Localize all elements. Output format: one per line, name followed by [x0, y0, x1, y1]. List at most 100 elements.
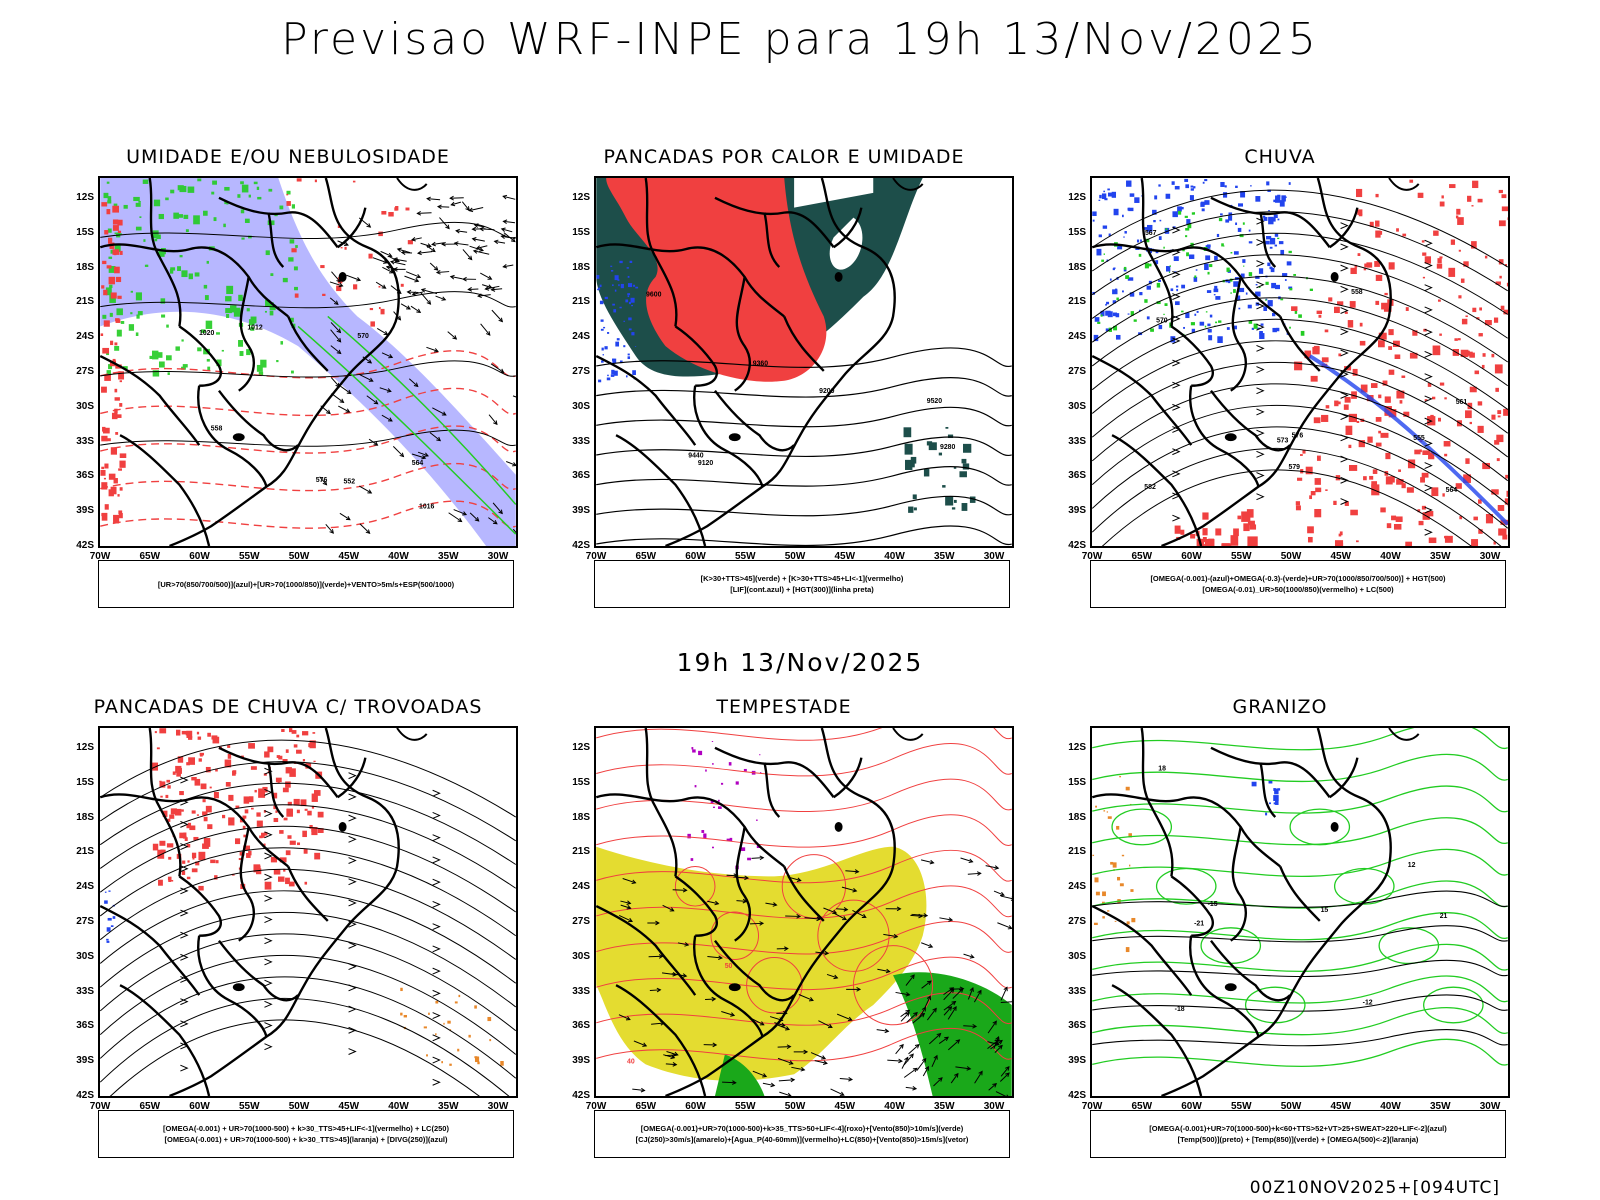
lat-tick-label: 33S	[76, 985, 94, 997]
lat-tick-label: 39S	[76, 1055, 94, 1067]
panel-title: PANCADAS POR CALOR E UMIDADE	[603, 146, 965, 168]
lat-tick-label: 30S	[1068, 950, 1086, 962]
contour-label: 50	[725, 963, 733, 970]
lon-tick-label: 30W	[487, 551, 509, 562]
lat-tick-label: 39S	[1068, 505, 1086, 517]
contour-label: 570	[1156, 318, 1168, 325]
contour-label: 558	[1351, 289, 1363, 296]
contour-label: 555	[1413, 435, 1425, 442]
lon-tick-label: 65W	[139, 1101, 161, 1112]
forecast-map[interactable]: 582 579 576 573 570 567 564 561 558 555	[1090, 176, 1510, 548]
lat-tick-label: 15S	[76, 226, 94, 238]
lat-tick-label: 27S	[76, 366, 94, 377]
lon-tick-label: 60W	[1181, 551, 1202, 562]
map-graphic: 9600 9520 9440 9360 9280 9200 9120	[596, 178, 1012, 546]
panel-pancadas-calor: PANCADAS POR CALOR E UMIDADE 9600 9520 944…	[534, 146, 1034, 626]
panel-legend: [K>30+TTS>45](verde) + [K>30+TTS>45+LI<-…	[594, 560, 1010, 608]
contour-label: 552	[344, 479, 356, 486]
contour-label: -21	[1194, 920, 1204, 927]
lon-tick-label: 35W	[437, 551, 459, 562]
lat-tick-label: 39S	[572, 505, 590, 517]
lat-tick-label: 24S	[572, 331, 590, 343]
contour-label: -18	[1175, 1006, 1185, 1013]
lon-tick-label: 55W	[238, 551, 260, 562]
lat-tick-label: 42S	[1068, 1090, 1086, 1101]
lat-tick-label: 27S	[572, 916, 590, 927]
forecast-map[interactable]: 1012 1016 1020 552 558 564 570 576	[98, 176, 518, 548]
forecast-map[interactable]: 9600 9520 9440 9360 9280 9200 9120	[594, 176, 1014, 548]
contour-label: 9120	[698, 460, 714, 467]
lon-tick-label: 50W	[1280, 551, 1302, 562]
legend-line: [OMEGA(-0.01)_UR>50(1000/850)(vermelho) …	[1202, 585, 1394, 594]
lon-tick-label: 40W	[388, 1101, 409, 1112]
legend-line: [Temp(500)](preto) + [Temp(850)](verde) …	[1177, 1135, 1419, 1144]
panel-legend: [OMEGA(-0.001) + UR>70(1000-500) + k>30_…	[98, 1110, 514, 1158]
legend-line: [OMEGA(-0.001)+UR>70(1000-500)+k<60+TTS>…	[1149, 1124, 1447, 1133]
forecast-map[interactable]	[98, 726, 518, 1098]
lon-tick-label: 30W	[1479, 551, 1501, 562]
panel-title: UMIDADE E/OU NEBULOSIDADE	[126, 146, 450, 168]
lat-tick-label: 12S	[572, 742, 590, 753]
lon-tick-label: 65W	[635, 551, 657, 562]
contour-label: 9600	[646, 291, 662, 298]
lon-tick-label: 55W	[1230, 551, 1252, 562]
lon-tick-label: 60W	[685, 551, 706, 562]
lat-tick-label: 27S	[1068, 916, 1086, 927]
forecast-map[interactable]: 40 50	[594, 726, 1014, 1098]
lon-tick-label: 45W	[834, 1101, 856, 1112]
lat-tick-label: 30S	[76, 400, 94, 412]
lat-tick-label: 42S	[76, 1090, 94, 1101]
contour-label: 9360	[753, 361, 769, 368]
panel-tempestade: TEMPESTADE 40 50 [OMEGA(-0.001)+UR>70(100…	[534, 696, 1034, 1176]
forecast-time-title: 19h 13/Nov/2025	[676, 648, 924, 677]
legend-line: [CJ(250)>30m/s](amarelo)+[Agua_P(40-60mm…	[635, 1135, 969, 1144]
lon-tick-label: 45W	[1330, 551, 1352, 562]
lon-tick-label: 70W	[1081, 1101, 1103, 1112]
contour-label: 1012	[247, 325, 263, 332]
lat-tick-label: 12S	[1068, 192, 1086, 203]
lat-tick-label: 12S	[1068, 742, 1086, 753]
legend-line: [UR>70(850/700/500)](azul)+[UR>70(1000/8…	[157, 579, 455, 589]
lon-tick-label: 50W	[784, 1101, 806, 1112]
lat-tick-label: 30S	[572, 950, 590, 962]
lat-tick-label: 33S	[572, 985, 590, 997]
map-graphic: 40 50	[596, 728, 1012, 1096]
lat-tick-label: 33S	[572, 435, 590, 447]
contour-label: 21	[1440, 913, 1448, 920]
lon-tick-label: 40W	[884, 551, 905, 562]
panel-umidade: UMIDADE E/OU NEBULOSIDADE 1012 1016 1020 55…	[38, 146, 538, 626]
lon-tick-label: 50W	[288, 551, 310, 562]
lat-tick-label: 27S	[572, 366, 590, 377]
panel-title: GRANIZO	[1232, 696, 1328, 718]
lat-tick-label: 12S	[76, 192, 94, 203]
lat-tick-label: 27S	[1068, 366, 1086, 377]
lat-tick-label: 27S	[76, 916, 94, 927]
contour-label: 558	[211, 426, 223, 433]
panel-chuva: CHUVA 582 579 576 573 570 567 564 561 558 555 [OM…	[1030, 146, 1530, 626]
lat-tick-label: 15S	[572, 776, 590, 788]
contour-label: 564	[1446, 487, 1458, 494]
contour-label: 18	[1158, 765, 1166, 772]
lon-tick-label: 55W	[238, 1101, 260, 1112]
legend-line: [OMEGA(-0.001) + UR>70(1000-500) + k>30_…	[164, 1135, 448, 1144]
lat-tick-label: 15S	[1068, 776, 1086, 788]
lat-tick-label: 39S	[76, 505, 94, 517]
lat-tick-label: 33S	[1068, 435, 1086, 447]
lon-tick-label: 70W	[89, 1101, 111, 1112]
lon-tick-label: 50W	[1280, 1101, 1302, 1112]
lat-tick-label: 42S	[572, 1090, 590, 1101]
lat-tick-label: 15S	[572, 226, 590, 238]
contour-label: 40	[627, 1058, 635, 1065]
forecast-map[interactable]: -15 -18 -21 -12 12 15 18 21	[1090, 726, 1510, 1098]
legend-line: [OMEGA(-0.001)+UR>70(1000-500)+k>35_TTS>…	[640, 1124, 964, 1133]
lon-tick-label: 35W	[1429, 551, 1451, 562]
panel-title: CHUVA	[1244, 146, 1316, 168]
contour-label: 1020	[199, 330, 215, 337]
lat-tick-label: 36S	[572, 470, 590, 482]
lon-tick-label: 40W	[1380, 1101, 1401, 1112]
lat-tick-label: 24S	[1068, 881, 1086, 893]
lat-tick-label: 21S	[1068, 846, 1086, 858]
contour-label: 15	[1321, 907, 1329, 914]
lat-tick-label: 21S	[1068, 296, 1086, 308]
panel-legend: [OMEGA(-0.001)+UR>70(1000-500)+k>35_TTS>…	[594, 1110, 1010, 1158]
